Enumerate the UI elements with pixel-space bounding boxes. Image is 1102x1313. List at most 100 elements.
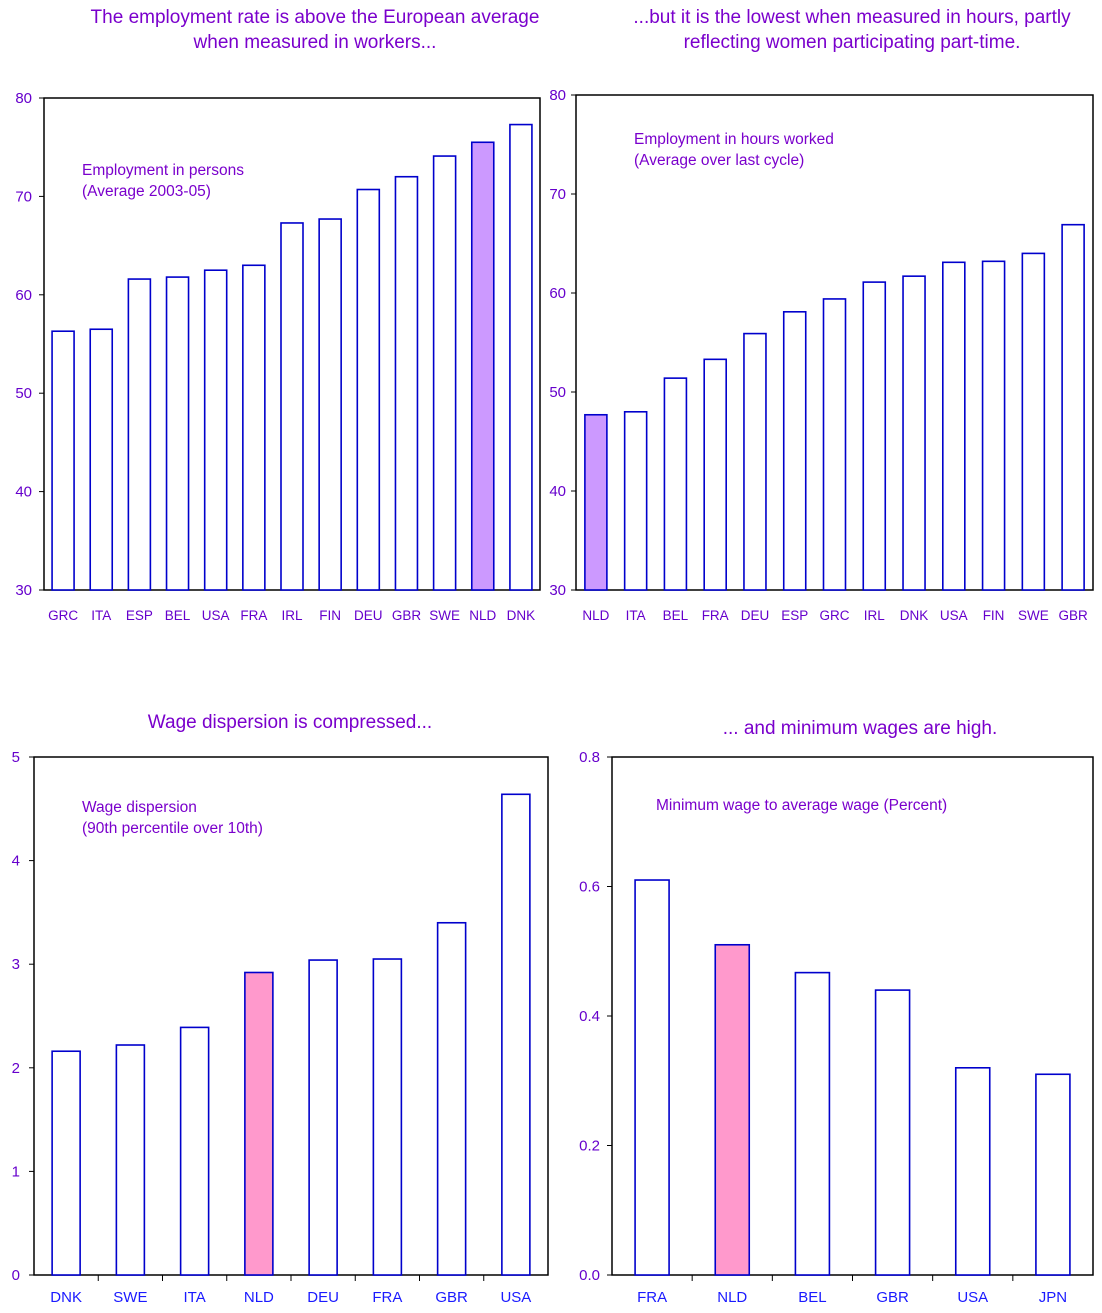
x-tick-label: NLD bbox=[717, 1289, 747, 1306]
x-tick-label: BEL bbox=[798, 1289, 826, 1306]
y-tick-label: 60 bbox=[549, 285, 566, 302]
bar-nld bbox=[584, 413, 608, 591]
x-tick-label: USA bbox=[957, 1289, 988, 1306]
bar-nld bbox=[470, 141, 495, 591]
chart-annotation: (Average over last cycle) bbox=[634, 152, 804, 169]
y-tick-label: 1 bbox=[12, 1163, 20, 1180]
x-tick-label: GBR bbox=[392, 608, 422, 623]
y-tick-label: 50 bbox=[549, 384, 566, 401]
bar-swe bbox=[1021, 252, 1046, 591]
bar-esp bbox=[127, 278, 152, 591]
chart-annotation: Wage dispersion bbox=[82, 799, 197, 816]
chart-annotation: (90th percentile over 10th) bbox=[82, 820, 263, 837]
y-tick-label: 0.4 bbox=[579, 1008, 600, 1025]
x-tick-label: GRC bbox=[48, 608, 78, 623]
x-tick-label: GBR bbox=[435, 1289, 468, 1306]
chart-annotation: (Average 2003-05) bbox=[82, 183, 211, 200]
x-tick-label: ITA bbox=[626, 608, 646, 623]
bar-deu bbox=[356, 188, 381, 591]
bar-gbr bbox=[436, 921, 467, 1276]
bar-dnk bbox=[51, 1050, 81, 1276]
bar-swe bbox=[115, 1044, 146, 1276]
y-tick-label: 5 bbox=[12, 749, 20, 766]
bar-deu bbox=[743, 332, 767, 591]
chart-annotation: Employment in persons bbox=[82, 162, 244, 179]
bar-nld bbox=[244, 971, 274, 1276]
y-tick-label: 0 bbox=[12, 1267, 20, 1284]
bar-irl bbox=[280, 222, 304, 591]
x-tick-label: FRA bbox=[240, 608, 267, 623]
plot-frame bbox=[611, 756, 1094, 1276]
bar-bel bbox=[663, 377, 688, 591]
y-tick-label: 2 bbox=[12, 1060, 20, 1077]
x-tick-label: SWE bbox=[429, 608, 460, 623]
bar-ita bbox=[623, 410, 648, 591]
x-tick-label: ESP bbox=[126, 608, 153, 623]
x-tick-label: USA bbox=[500, 1289, 531, 1306]
x-tick-label: FIN bbox=[319, 608, 341, 623]
bar-dnk bbox=[509, 123, 533, 591]
bar-jpn bbox=[1035, 1073, 1071, 1276]
x-tick-label: USA bbox=[940, 608, 968, 623]
y-tick-label: 70 bbox=[549, 186, 566, 203]
bar-usa bbox=[942, 261, 966, 591]
x-tick-label: NLD bbox=[244, 1289, 274, 1306]
x-tick-label: DEU bbox=[307, 1289, 339, 1306]
bar-usa bbox=[203, 269, 228, 591]
bar-usa bbox=[501, 793, 531, 1276]
y-tick-label: 40 bbox=[15, 484, 32, 501]
x-tick-label: GBR bbox=[876, 1289, 909, 1306]
x-tick-label: ITA bbox=[91, 608, 111, 623]
y-tick-label: 30 bbox=[549, 582, 566, 599]
bar-grc bbox=[51, 330, 75, 591]
y-tick-label: 80 bbox=[15, 90, 32, 107]
y-tick-label: 3 bbox=[12, 956, 20, 973]
bar-gbr bbox=[394, 175, 419, 591]
x-tick-label: IRL bbox=[864, 608, 886, 623]
x-tick-label: ESP bbox=[781, 608, 808, 623]
bar-ita bbox=[89, 328, 114, 591]
bar-gbr bbox=[1061, 223, 1085, 591]
bar-fra bbox=[372, 958, 403, 1276]
bar-fin bbox=[981, 260, 1006, 591]
x-tick-label: JPN bbox=[1039, 1289, 1067, 1306]
bar-usa bbox=[954, 1067, 991, 1276]
bar-dnk bbox=[902, 275, 926, 591]
chart-title: Wage dispersion is compressed... bbox=[147, 712, 433, 733]
y-tick-label: 80 bbox=[549, 87, 566, 104]
y-tick-label: 50 bbox=[15, 385, 32, 402]
bar-fin bbox=[318, 218, 342, 591]
x-tick-label: GRC bbox=[820, 608, 850, 623]
x-tick-label: GBR bbox=[1058, 608, 1088, 623]
y-tick-label: 4 bbox=[12, 853, 20, 870]
y-tick-label: 70 bbox=[15, 188, 32, 205]
x-tick-label: SWE bbox=[113, 1289, 147, 1306]
x-tick-label: DNK bbox=[50, 1289, 82, 1306]
chart-title: ...but it is the lowest when measured in… bbox=[633, 7, 1071, 53]
x-tick-label: FRA bbox=[637, 1289, 667, 1306]
x-tick-label: NLD bbox=[582, 608, 609, 623]
bar-grc bbox=[822, 298, 847, 591]
x-tick-label: DEU bbox=[354, 608, 383, 623]
bar-bel bbox=[165, 276, 190, 591]
x-tick-label: BEL bbox=[165, 608, 191, 623]
y-tick-label: 60 bbox=[15, 287, 32, 304]
bar-irl bbox=[862, 281, 887, 591]
chart-annotation: Employment in hours worked bbox=[634, 131, 834, 148]
bar-nld bbox=[714, 943, 751, 1276]
x-tick-label: ITA bbox=[184, 1289, 206, 1306]
x-tick-label: NLD bbox=[469, 608, 496, 623]
y-tick-label: 0.0 bbox=[579, 1267, 600, 1284]
x-tick-label: FRA bbox=[372, 1289, 402, 1306]
x-tick-label: BEL bbox=[663, 608, 689, 623]
chart-annotation: Minimum wage to average wage (Percent) bbox=[656, 797, 947, 814]
x-tick-label: DNK bbox=[900, 608, 929, 623]
bar-esp bbox=[782, 311, 807, 591]
y-tick-label: 40 bbox=[549, 483, 566, 500]
bar-bel bbox=[794, 971, 831, 1276]
y-tick-label: 0.2 bbox=[579, 1138, 600, 1155]
